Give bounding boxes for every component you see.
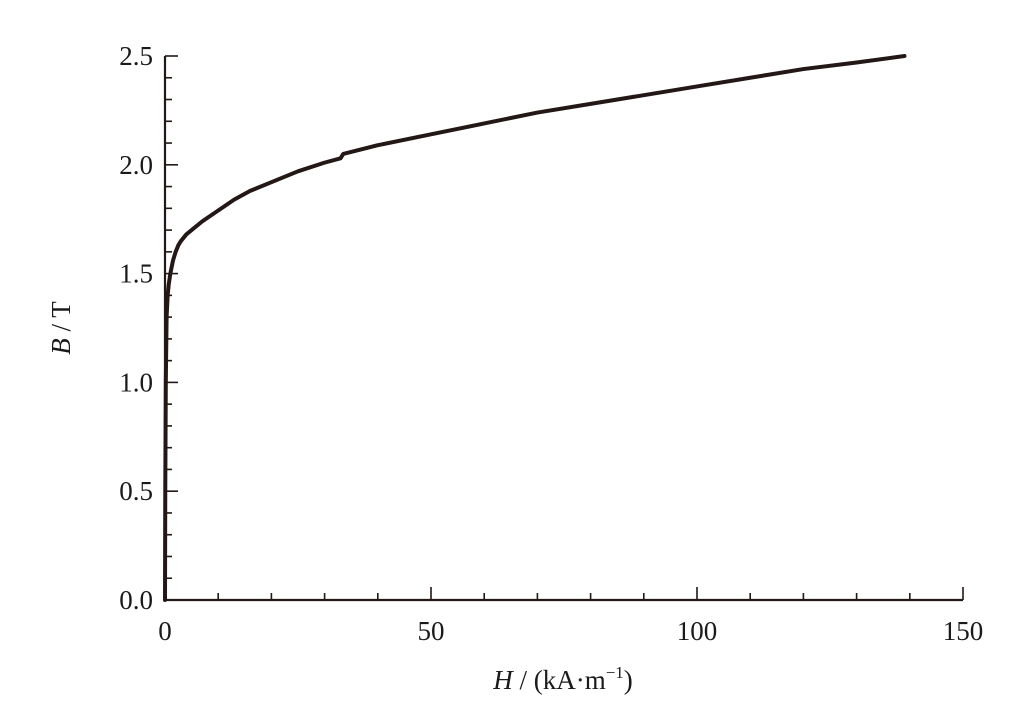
x-ticks: 0 50 100 150 xyxy=(158,587,983,646)
x-tick-label: 50 xyxy=(418,616,445,646)
axes xyxy=(163,56,963,602)
y-ticks: 0.0 0.5 1.0 1.5 2.0 2.5 xyxy=(119,41,178,615)
y-tick-label: 1.0 xyxy=(119,367,153,397)
y-tick-label: 1.5 xyxy=(119,259,153,289)
series-layer xyxy=(163,54,907,602)
y-tick-label: 0.0 xyxy=(119,585,153,615)
x-tick-label: 0 xyxy=(158,616,172,646)
x-tick-label: 150 xyxy=(943,616,984,646)
bh-curve-line xyxy=(163,54,907,602)
y-tick-label: 0.5 xyxy=(119,476,153,506)
y-axis-label: B / T xyxy=(46,301,76,355)
x-tick-label: 100 xyxy=(677,616,718,646)
y-tick-label: 2.5 xyxy=(119,41,153,71)
y-tick-label: 2.0 xyxy=(119,150,153,180)
x-axis-label: H / (kA·m−1) xyxy=(492,663,633,695)
